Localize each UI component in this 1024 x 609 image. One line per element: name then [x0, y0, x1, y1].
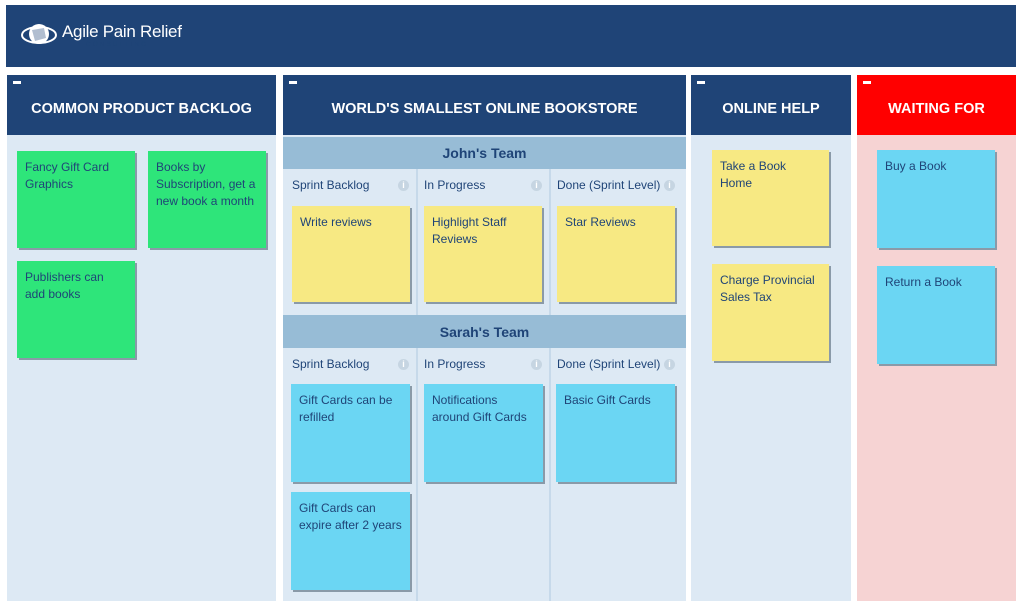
subcolumn-label-sarah: Sprint Backlog: [292, 357, 370, 371]
column-title: WORLD'S SMALLEST ONLINE BOOKSTORE: [331, 101, 638, 117]
logo-subtitle: CONSULTING: [86, 41, 149, 48]
column-header-waiting-for[interactable]: WAITING FOR: [857, 75, 1016, 135]
column-header-bookstore[interactable]: WORLD'S SMALLEST ONLINE BOOKSTORE: [283, 75, 686, 135]
sticky-note-help[interactable]: Take a Book Home: [712, 150, 829, 246]
sticky-note-sarah[interactable]: Basic Gift Cards: [556, 384, 675, 482]
info-icon[interactable]: i: [664, 359, 675, 370]
subcolumn-label-john: In Progress: [424, 178, 486, 192]
info-icon[interactable]: i: [531, 180, 542, 191]
sticky-note-john[interactable]: Write reviews: [292, 206, 410, 302]
sticky-note-waiting[interactable]: Return a Book: [877, 266, 995, 364]
sticky-note-john[interactable]: Highlight Staff Reviews: [424, 206, 542, 302]
logo-name: Agile Pain Relief: [62, 22, 182, 41]
top-banner: [6, 5, 1016, 67]
subcolumn-label-sarah: In Progress: [424, 357, 486, 371]
divider: [549, 348, 551, 601]
divider: [416, 169, 418, 315]
info-icon[interactable]: i: [664, 180, 675, 191]
collapse-icon[interactable]: [863, 81, 871, 84]
subcolumn-label-sarah: Done (Sprint Level): [557, 357, 661, 371]
info-icon[interactable]: i: [531, 359, 542, 370]
collapse-icon[interactable]: [697, 81, 705, 84]
team-lane-john[interactable]: John's Team: [283, 137, 686, 169]
column-header-backlog[interactable]: COMMON PRODUCT BACKLOG: [7, 75, 276, 135]
sticky-note-backlog[interactable]: Books by Subscription, get a new book a …: [148, 151, 266, 248]
sticky-note-backlog[interactable]: Fancy Gift Card Graphics: [17, 151, 135, 248]
column-header-online-help[interactable]: ONLINE HELP: [691, 75, 851, 135]
info-icon[interactable]: i: [398, 180, 409, 191]
column-title: ONLINE HELP: [722, 101, 820, 117]
sticky-note-sarah[interactable]: Gift Cards can be refilled: [291, 384, 410, 482]
globe-logo-icon: [21, 24, 57, 44]
sticky-note-sarah[interactable]: Gift Cards can expire after 2 years: [291, 492, 410, 590]
collapse-icon[interactable]: [13, 81, 21, 84]
sticky-note-help[interactable]: Charge Provincial Sales Tax: [712, 264, 829, 361]
sticky-note-waiting[interactable]: Buy a Book: [877, 150, 995, 248]
info-icon[interactable]: i: [398, 359, 409, 370]
column-title: WAITING FOR: [888, 101, 985, 117]
subcolumn-label-john: Done (Sprint Level): [557, 178, 661, 192]
team-lane-sarah[interactable]: Sarah's Team: [283, 315, 686, 348]
divider: [549, 169, 551, 315]
subcolumn-label-john: Sprint Backlog: [292, 178, 370, 192]
sticky-note-backlog[interactable]: Publishers can add books: [17, 261, 135, 358]
divider: [416, 348, 418, 601]
logo: Agile Pain Relief CONSULTING: [20, 20, 190, 54]
sticky-note-john[interactable]: Star Reviews: [557, 206, 675, 302]
collapse-icon[interactable]: [289, 81, 297, 84]
column-title: COMMON PRODUCT BACKLOG: [31, 101, 252, 117]
sticky-note-sarah[interactable]: Notifications around Gift Cards: [424, 384, 543, 482]
